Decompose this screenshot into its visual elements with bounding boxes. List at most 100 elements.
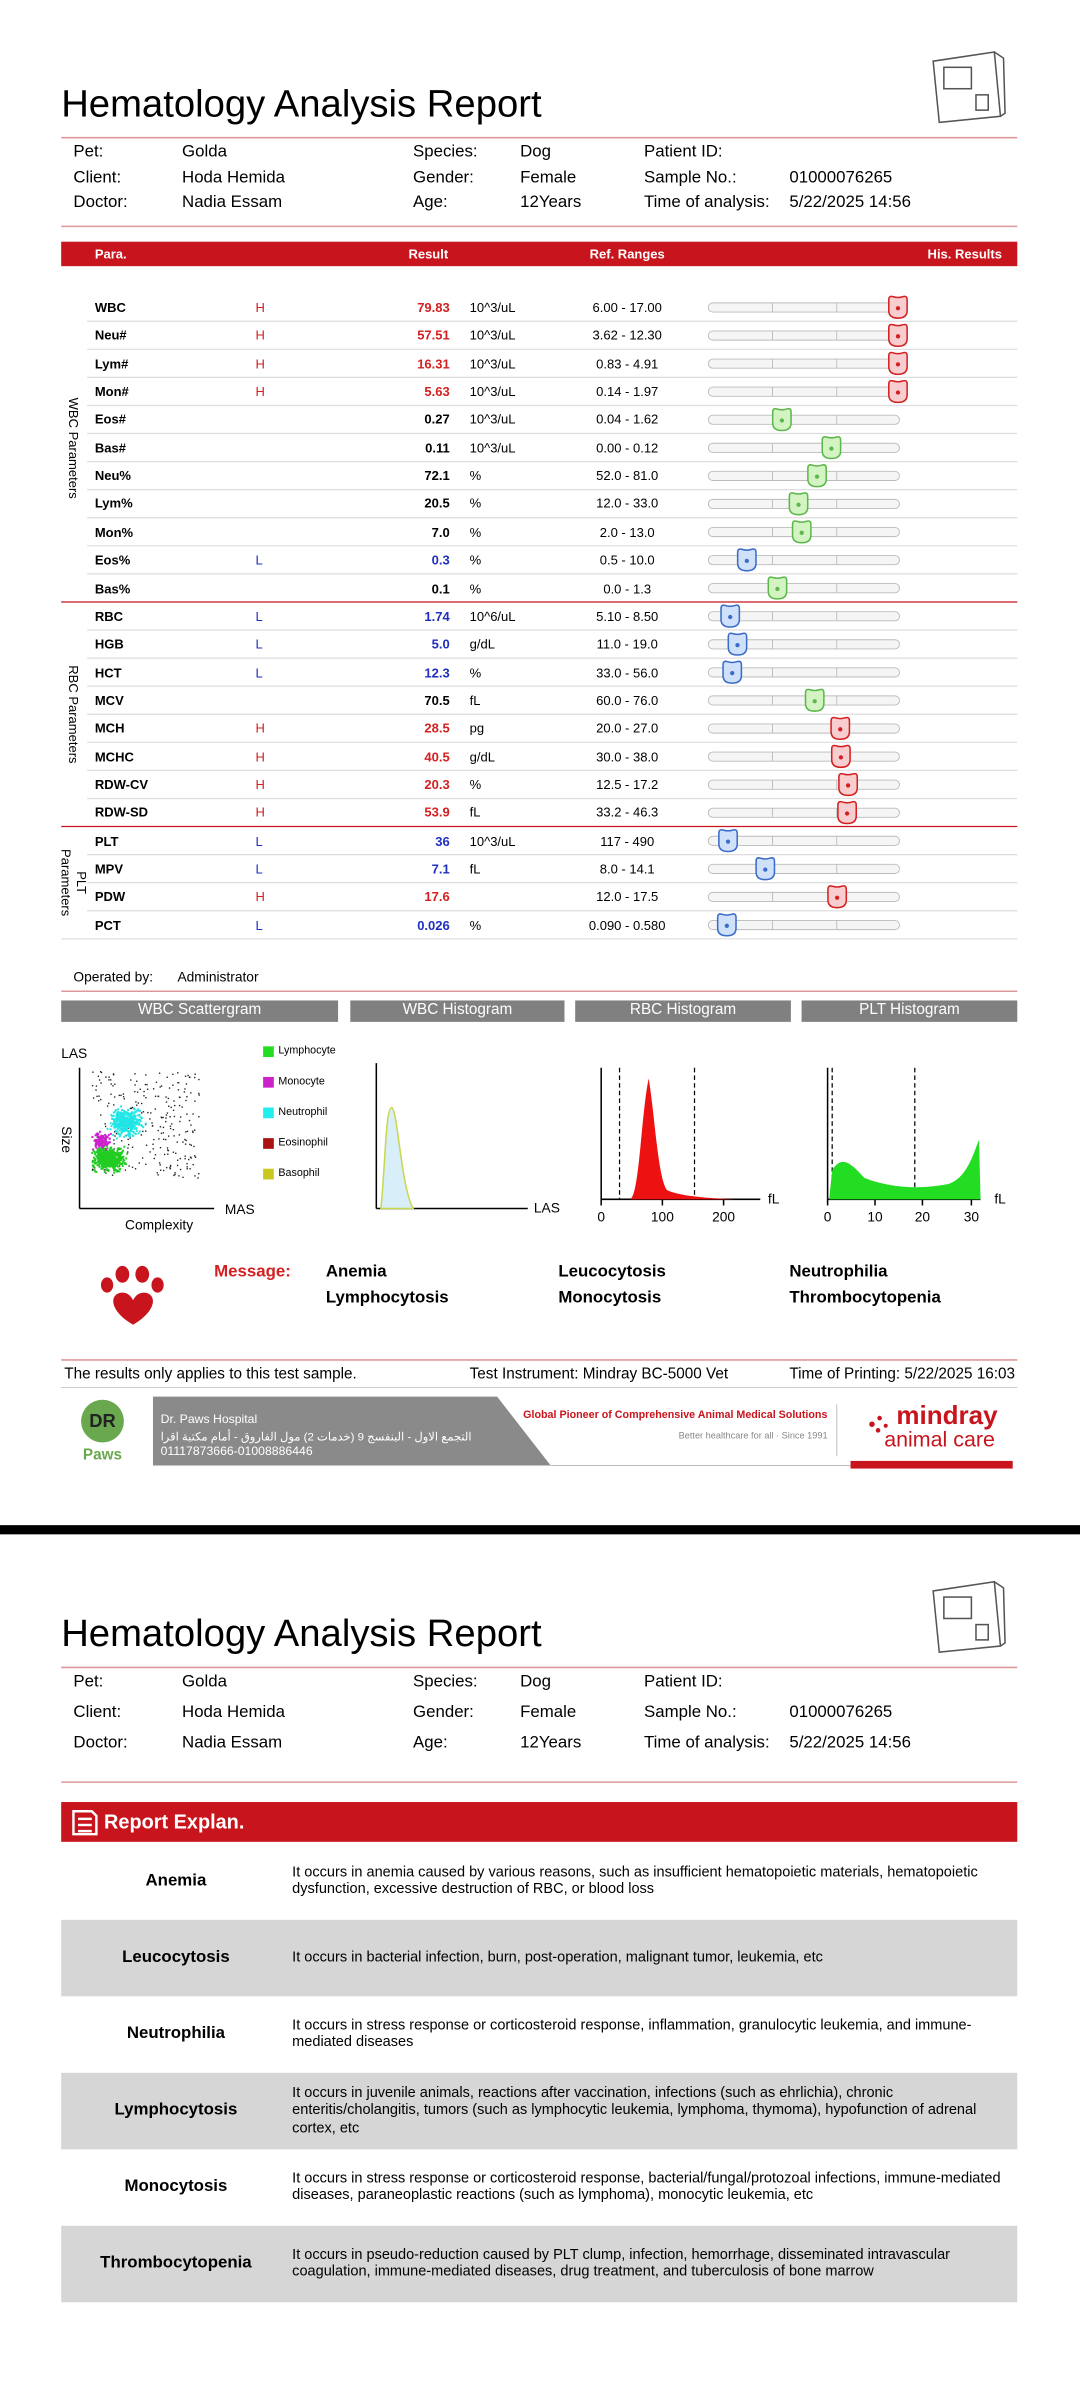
scatter-dot xyxy=(169,1165,172,1167)
scatter-dot xyxy=(101,1144,104,1147)
parameter-name: MPV xyxy=(94,861,124,877)
scatter-dot xyxy=(113,1168,116,1171)
scatter-dot xyxy=(145,1144,148,1146)
scatter-dot xyxy=(124,1118,127,1121)
scatter-dot xyxy=(168,1105,170,1107)
scatter-dot xyxy=(144,1122,147,1125)
explanation-row-bg xyxy=(61,2072,1018,2150)
scatter-dot xyxy=(99,1151,102,1154)
range-track xyxy=(707,470,900,481)
info-value: Female xyxy=(520,1703,577,1722)
scatter-dot xyxy=(136,1109,139,1112)
scatter-dot xyxy=(117,1158,120,1160)
flag: L xyxy=(255,833,263,849)
scatter-dot xyxy=(178,1175,180,1177)
scatter-dot xyxy=(193,1145,195,1148)
scatter-dot xyxy=(111,1158,114,1161)
scatter-dot xyxy=(159,1126,162,1128)
info-value: Dog xyxy=(520,142,551,162)
scatter-dot xyxy=(122,1160,125,1163)
marker-dot xyxy=(895,390,901,395)
scatter-dot xyxy=(123,1135,126,1138)
scatter-dot xyxy=(198,1078,200,1081)
scatter-dot xyxy=(165,1117,167,1119)
scatter-dot xyxy=(120,1105,123,1108)
scatter-dot xyxy=(127,1115,130,1118)
parameter-name: Neu# xyxy=(94,327,127,344)
scatter-dot xyxy=(143,1095,145,1097)
scatter-dot xyxy=(92,1149,95,1152)
scatter-dot xyxy=(108,1159,111,1162)
brand-dot xyxy=(875,1428,881,1433)
legend-swatch xyxy=(263,1138,274,1149)
scatter-dot xyxy=(101,1145,104,1148)
footer-note: The results only applies to this test sa… xyxy=(64,1366,357,1383)
brand-tagline: Better healthcare for all · Since 1991 xyxy=(678,1432,828,1442)
graph-title: PLT Histogram xyxy=(859,1001,960,1019)
scatter-dot xyxy=(179,1116,182,1118)
result: 36 xyxy=(435,833,450,849)
scatter-dot xyxy=(173,1135,175,1137)
info-label: Time of analysis: xyxy=(644,1733,770,1753)
reference-range: 0.00 - 0.12 xyxy=(596,440,659,456)
scatter-dot xyxy=(112,1149,115,1152)
unit: 10^3/uL xyxy=(469,833,516,849)
scatter-dot xyxy=(152,1148,154,1150)
explanation-term: Anemia xyxy=(145,1871,207,1890)
brand-sub: animal care xyxy=(884,1426,995,1452)
scatter-dot xyxy=(173,1100,175,1102)
banner-band xyxy=(152,1396,551,1466)
scatter-dot xyxy=(123,1109,126,1112)
range-track xyxy=(707,891,900,903)
scatter-dot xyxy=(194,1100,196,1102)
result: 16.31 xyxy=(417,355,450,372)
scatter-dot xyxy=(113,1171,116,1174)
scatter-dot xyxy=(115,1117,118,1120)
scatter-dot xyxy=(114,1129,117,1132)
unit: g/dL xyxy=(469,748,495,765)
scatter-dot xyxy=(91,1161,94,1164)
scatter-dot xyxy=(138,1114,141,1117)
scatter-dot xyxy=(110,1163,113,1166)
scatter-dot xyxy=(133,1127,136,1130)
scatter-dot xyxy=(151,1122,153,1124)
scatter-dot xyxy=(114,1159,117,1162)
scatter-dot xyxy=(113,1155,116,1158)
marker-dot xyxy=(735,642,740,648)
scatter-dot xyxy=(96,1164,99,1167)
scatter-dot xyxy=(173,1115,176,1118)
reference-range: 30.0 - 38.0 xyxy=(596,748,659,765)
instrument-icon xyxy=(932,51,1006,124)
scatter-dot xyxy=(159,1086,161,1088)
scatter-dot xyxy=(145,1074,147,1076)
scatter-dot xyxy=(135,1127,138,1130)
scatter-dot xyxy=(129,1122,132,1125)
scatter-dot xyxy=(119,1158,122,1161)
message-item: Thrombocytopenia xyxy=(789,1288,941,1308)
range-track xyxy=(707,639,900,650)
scatter-dot xyxy=(113,1096,116,1098)
scatter-dot xyxy=(105,1164,108,1167)
scatter-dot xyxy=(95,1155,98,1158)
scatter-dot xyxy=(141,1157,144,1159)
scatter-dot xyxy=(108,1162,111,1165)
reference-range: 0.0 - 1.3 xyxy=(603,580,652,596)
scatter-dot xyxy=(140,1102,143,1105)
scatter-dot xyxy=(134,1133,137,1136)
column-header: Para. xyxy=(94,246,127,262)
scatter-dot xyxy=(111,1159,114,1162)
scatter-dot xyxy=(94,1170,97,1173)
info-label: Client: xyxy=(73,1703,122,1722)
scatter-dot xyxy=(95,1132,98,1135)
unit: % xyxy=(469,664,482,680)
scatter-dot xyxy=(169,1116,171,1118)
scatter-dot xyxy=(109,1152,112,1155)
scatter-dot xyxy=(128,1135,131,1138)
scatter-dot xyxy=(134,1110,137,1113)
scatter-dot xyxy=(102,1148,105,1151)
range-track xyxy=(707,330,900,341)
info-value: Hoda Hemida xyxy=(182,1703,285,1722)
scatter-dot xyxy=(137,1122,140,1125)
scatter-dot xyxy=(185,1131,187,1133)
scatter-dot xyxy=(123,1114,126,1117)
